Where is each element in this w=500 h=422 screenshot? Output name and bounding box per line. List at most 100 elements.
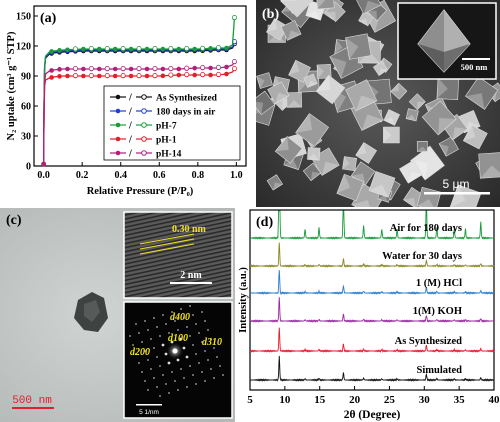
saed-spot bbox=[168, 332, 170, 334]
saed-spot bbox=[201, 311, 203, 313]
sem-inset-scale-label: 500 nm bbox=[461, 62, 488, 72]
sem-crystal-facet bbox=[311, 171, 321, 181]
saed-spot bbox=[174, 380, 176, 382]
saed-spot bbox=[195, 383, 197, 385]
sem-crystal-facet bbox=[280, 0, 297, 1]
sem-crystal-facet bbox=[480, 165, 500, 179]
saed-spot bbox=[195, 353, 197, 355]
isotherm-desorption-point bbox=[104, 66, 110, 71]
saed-spot bbox=[186, 326, 188, 328]
isotherm-adsorption-point bbox=[65, 47, 70, 53]
sem-crystal bbox=[342, 156, 358, 172]
isotherm-adsorption-point bbox=[65, 66, 70, 72]
isotherm-desorption-point bbox=[216, 64, 221, 70]
saed-spot bbox=[182, 346, 186, 350]
isotherm-y-tick-label: 90 bbox=[21, 72, 31, 83]
legend-entry-label: As Synthesized bbox=[156, 94, 218, 104]
xrd-svg: (d) Intensity (a.u.) 2θ (Degree) 5 10 15 20… bbox=[238, 209, 500, 421]
sem-crystal-facet bbox=[325, 11, 336, 22]
saed-spot bbox=[141, 371, 143, 373]
isotherm-desorption-point bbox=[120, 66, 126, 71]
xrd-series-label: Water for 30 days bbox=[382, 251, 462, 262]
saed-spot bbox=[192, 314, 194, 316]
isotherm-svg: (a) N₂ uptake (cm³ g⁻¹ STP) Relative Pre… bbox=[6, 5, 247, 197]
isotherm-desorption-point bbox=[88, 73, 94, 78]
isotherm-desorption-point bbox=[216, 71, 221, 77]
xrd-pattern-3 bbox=[249, 270, 495, 295]
sem-crystal bbox=[256, 90, 276, 116]
saed-spot bbox=[171, 311, 173, 313]
saed-spot bbox=[168, 392, 170, 394]
sem-micrograph: 500 nm 5 μm (b) bbox=[256, 0, 500, 207]
isotherm-adsorption-point bbox=[65, 73, 70, 79]
isotherm-y-tick-label: 0 bbox=[26, 162, 31, 173]
saed-spot bbox=[177, 329, 179, 331]
tem-scale-label: 500 nm bbox=[12, 395, 52, 407]
sem-crystal bbox=[383, 126, 400, 144]
xrd-series-label: 1 (M) HCl bbox=[416, 278, 462, 289]
sem-crystal-facet bbox=[287, 99, 302, 108]
isotherm-adsorption-point bbox=[57, 67, 62, 72]
sem-crystal bbox=[368, 171, 396, 198]
legend-marker-open bbox=[141, 94, 147, 100]
saed-spot bbox=[132, 344, 134, 346]
isotherm-adsorption-point bbox=[49, 68, 54, 73]
tem-micrograph: (c) 500 nm 0.30 nm 2 nm d400 d100 d310 d… bbox=[0, 208, 235, 422]
sem-crystal bbox=[303, 73, 318, 88]
xrd-x-tick-label: 25 bbox=[384, 394, 396, 406]
isotherm-adsorption-point bbox=[160, 46, 166, 52]
saed-spot bbox=[147, 389, 149, 391]
isotherm-adsorption-point bbox=[96, 73, 102, 79]
panel-d-xrd-chart: (d) Intensity (a.u.) 2θ (Degree) 5 10 15 20… bbox=[236, 208, 500, 422]
sem-crystal bbox=[266, 174, 284, 191]
legend-marker-filled bbox=[115, 94, 121, 100]
sem-crystal-facet bbox=[256, 76, 265, 89]
isotherm-adsorption-point bbox=[176, 46, 182, 52]
saed-spot bbox=[213, 377, 215, 379]
saed-spot bbox=[135, 353, 137, 355]
sem-crystal-facet bbox=[307, 153, 320, 161]
isotherm-desorption-point bbox=[88, 66, 94, 71]
sem-crystal-facet bbox=[417, 146, 428, 152]
sem-crystal bbox=[280, 20, 302, 41]
saed-spot bbox=[156, 386, 158, 388]
panel-b-label: (b) bbox=[262, 7, 279, 22]
isotherm-desorption-point bbox=[200, 65, 206, 70]
isotherm-y-axis-label: N₂ uptake (cm³ g⁻¹ STP) bbox=[6, 31, 17, 140]
isotherm-desorption-point bbox=[88, 46, 94, 51]
sem-crystal bbox=[295, 113, 330, 147]
legend-entry-label: pH-14 bbox=[156, 150, 182, 160]
saed-spot bbox=[138, 332, 140, 334]
isotherm-desorption-point bbox=[184, 46, 190, 51]
isotherm-desorption-point bbox=[72, 66, 78, 71]
saed-spot bbox=[213, 347, 215, 349]
isotherm-adsorption-point bbox=[224, 64, 229, 70]
isotherm-desorption-point bbox=[231, 59, 237, 64]
saed-spot bbox=[159, 365, 161, 367]
xrd-x-tick-label: 40 bbox=[489, 394, 500, 406]
isotherm-desorption-point bbox=[168, 46, 174, 51]
isotherm-desorption-point bbox=[152, 66, 158, 71]
sem-crystal bbox=[316, 0, 335, 10]
sem-crystal bbox=[345, 33, 372, 60]
sem-crystal-facet bbox=[439, 143, 449, 157]
saed-spot bbox=[129, 335, 131, 337]
sem-crystal-facet bbox=[316, 0, 326, 10]
isotherm-x-tick-label: 0.4 bbox=[114, 170, 127, 181]
legend-marker-filled bbox=[115, 108, 121, 114]
sem-crystal-facet bbox=[307, 80, 318, 88]
isotherm-x-tick-label: 0.6 bbox=[153, 170, 166, 181]
saed-spot bbox=[135, 323, 137, 325]
isotherm-x-tick-label: 1.0 bbox=[230, 170, 243, 181]
legend-separator: / bbox=[128, 121, 132, 132]
saed-spot bbox=[150, 338, 152, 340]
saed-spot bbox=[153, 347, 155, 349]
isotherm-adsorption-point bbox=[160, 66, 166, 72]
sem-crystal bbox=[307, 147, 321, 161]
sem-crystal-facet bbox=[383, 117, 395, 126]
saed-label-d200: d200 bbox=[130, 347, 150, 358]
isotherm-adsorption-point bbox=[112, 46, 118, 52]
xrd-x-tick-label: 30 bbox=[419, 394, 431, 406]
isotherm-desorption-point bbox=[136, 66, 142, 71]
panel-a-label: (a) bbox=[40, 11, 57, 26]
